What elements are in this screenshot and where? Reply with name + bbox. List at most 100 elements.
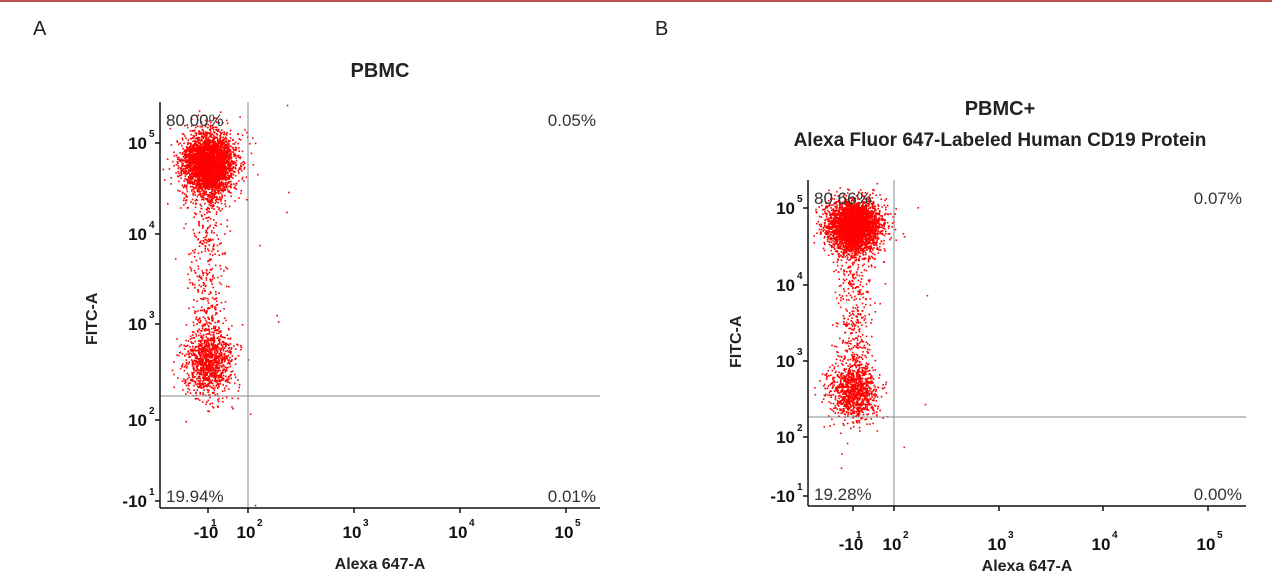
scatter-point	[215, 225, 218, 227]
scatter-point	[198, 274, 201, 277]
scatter-point	[214, 356, 216, 359]
scatter-point	[205, 336, 207, 338]
scatter-point	[286, 104, 289, 107]
scatter-point	[229, 352, 232, 355]
scatter-point	[207, 210, 210, 213]
scatter-point	[220, 301, 223, 304]
scatter-point	[187, 391, 189, 393]
scatter-point	[207, 179, 210, 181]
scatter-point	[216, 234, 218, 237]
scatter-point	[227, 148, 230, 151]
scatter-point	[202, 284, 205, 286]
scatter-point	[200, 182, 203, 184]
scatter-point	[197, 361, 199, 363]
scatter-point	[201, 401, 204, 403]
scatter-point	[200, 121, 203, 124]
scatter-point	[196, 151, 199, 153]
scatter-point	[200, 336, 202, 339]
scatter-point	[177, 377, 179, 379]
scatter-point	[237, 379, 239, 381]
scatter-point	[191, 379, 194, 381]
scatter-point	[212, 407, 215, 409]
scatter-point	[201, 188, 203, 191]
scatter-point	[194, 286, 196, 289]
panel-b-subtitle: Alexa Fluor 647-Labeled Human CD19 Prote…	[793, 130, 1207, 151]
scatter-point	[190, 341, 192, 343]
scatter-point	[210, 258, 212, 261]
scatter-point	[205, 198, 208, 200]
scatter-point	[199, 309, 202, 312]
scatter-point	[198, 150, 200, 152]
scatter-point	[194, 194, 196, 196]
scatter-point	[210, 269, 212, 271]
scatter-point	[200, 146, 202, 149]
scatter-point	[199, 179, 201, 181]
scatter-point	[208, 201, 211, 204]
scatter-point	[194, 132, 197, 134]
scatter-point	[195, 361, 197, 364]
scatter-point	[217, 130, 219, 133]
scatter-point	[193, 135, 196, 138]
scatter-point	[210, 196, 212, 198]
scatter-point	[219, 379, 222, 382]
scatter-point	[215, 192, 217, 194]
scatter-point	[203, 364, 206, 367]
scatter-point	[191, 178, 193, 180]
scatter-point	[213, 387, 216, 389]
scatter-point	[201, 192, 204, 195]
scatter-point	[207, 355, 209, 357]
scatter-point	[209, 278, 212, 281]
scatter-point	[194, 142, 196, 145]
scatter-point	[233, 143, 236, 145]
scatter-point	[233, 153, 235, 156]
scatter-point	[207, 361, 210, 364]
scatter-point	[212, 387, 215, 390]
scatter-point	[212, 204, 214, 206]
scatter-point	[196, 199, 199, 202]
scatter-point	[197, 136, 200, 139]
scatter-point	[288, 191, 290, 194]
scatter-point	[199, 257, 201, 260]
scatter-point	[219, 186, 221, 188]
scatter-point	[207, 410, 209, 412]
scatter-point	[194, 355, 196, 357]
scatter-point	[213, 337, 215, 340]
scatter-point	[205, 172, 208, 175]
scatter-point	[184, 382, 186, 385]
scatter-point	[206, 359, 209, 361]
scatter-point	[188, 172, 190, 174]
scatter-point	[209, 279, 212, 282]
scatter-point	[205, 229, 207, 232]
scatter-point	[196, 383, 198, 386]
scatter-point	[207, 399, 210, 402]
scatter-point	[227, 180, 230, 183]
scatter-point	[189, 356, 191, 358]
scatter-point	[207, 126, 209, 129]
scatter-point	[198, 276, 201, 278]
scatter-point	[227, 159, 229, 162]
scatter-point	[225, 151, 228, 153]
scatter-point	[202, 225, 205, 228]
scatter-point	[179, 159, 181, 162]
scatter-point	[205, 297, 207, 300]
scatter-point	[195, 356, 197, 358]
scatter-point	[205, 208, 208, 210]
scatter-point	[216, 244, 219, 247]
scatter-point	[233, 171, 235, 173]
scatter-point	[237, 180, 240, 182]
scatter-point	[220, 343, 222, 345]
scatter-point	[198, 224, 200, 227]
scatter-point	[195, 179, 197, 182]
scatter-point	[211, 337, 213, 340]
scatter-point	[220, 142, 223, 145]
scatter-point	[181, 365, 183, 367]
scatter-point	[211, 402, 214, 405]
scatter-point	[176, 156, 179, 158]
panel-letter-a: A	[33, 18, 47, 40]
scatter-point	[219, 111, 222, 113]
scatter-point	[219, 177, 222, 180]
scatter-point	[184, 160, 187, 163]
scatter-point	[191, 171, 194, 174]
scatter-point	[224, 205, 227, 208]
scatter-point	[226, 143, 229, 145]
